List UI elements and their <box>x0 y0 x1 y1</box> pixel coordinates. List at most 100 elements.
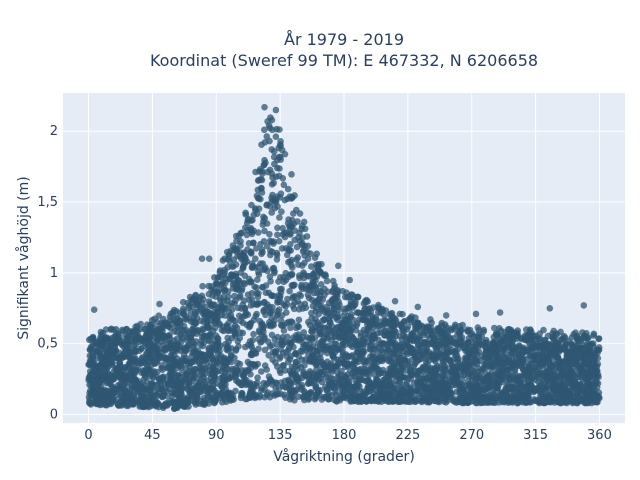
data-point <box>254 186 262 194</box>
data-point <box>595 389 603 397</box>
data-point <box>216 347 223 355</box>
data-point <box>204 394 212 401</box>
data-point <box>365 378 373 386</box>
data-point <box>266 273 274 281</box>
data-point <box>584 361 592 369</box>
data-point <box>272 133 280 140</box>
data-point <box>567 380 575 388</box>
data-point <box>184 399 191 407</box>
data-point <box>566 347 573 354</box>
data-point <box>299 334 307 341</box>
data-point <box>481 375 489 383</box>
data-point <box>295 393 302 401</box>
data-point <box>514 399 521 407</box>
data-point <box>281 233 289 241</box>
data-point <box>501 372 508 380</box>
data-point <box>217 297 224 305</box>
data-point <box>282 245 290 252</box>
data-point <box>578 351 586 359</box>
data-point <box>299 262 306 269</box>
data-point <box>102 338 109 346</box>
data-point <box>277 346 285 353</box>
data-point <box>250 316 258 324</box>
data-point <box>263 381 270 388</box>
data-point <box>300 394 308 401</box>
data-point <box>331 284 338 292</box>
data-point <box>258 141 265 148</box>
data-point <box>482 344 490 352</box>
data-point <box>411 393 419 401</box>
data-point <box>301 252 308 259</box>
data-point <box>138 335 146 343</box>
data-point <box>582 399 589 406</box>
data-point <box>357 394 364 402</box>
data-point <box>257 339 264 346</box>
data-point <box>220 271 228 279</box>
data-point <box>307 281 315 289</box>
data-point <box>161 354 168 361</box>
data-point <box>556 362 564 369</box>
data-point <box>269 174 276 181</box>
data-point <box>593 378 600 386</box>
data-point <box>278 322 286 330</box>
data-point <box>208 302 215 310</box>
data-point <box>283 300 291 308</box>
data-point <box>277 390 285 398</box>
data-point <box>305 294 313 302</box>
data-point <box>208 286 215 294</box>
data-point <box>160 334 167 342</box>
data-point <box>231 354 238 362</box>
data-point <box>554 340 562 348</box>
data-point <box>227 247 235 254</box>
data-point <box>501 398 509 406</box>
data-point <box>583 380 591 387</box>
data-point <box>278 285 285 293</box>
data-point <box>186 359 194 366</box>
data-point <box>253 192 261 200</box>
data-point <box>210 397 218 404</box>
data-point <box>595 335 602 343</box>
data-point <box>258 368 265 375</box>
data-point <box>261 126 268 134</box>
data-point <box>399 397 407 405</box>
data-point <box>150 392 158 400</box>
data-point <box>356 376 364 384</box>
data-point <box>365 308 372 315</box>
data-point <box>276 294 284 302</box>
data-point <box>248 343 255 351</box>
data-point <box>110 354 117 361</box>
data-point <box>411 321 419 329</box>
data-point <box>339 349 347 357</box>
data-point <box>590 343 597 350</box>
data-point <box>441 395 449 403</box>
data-point <box>255 327 263 334</box>
data-point <box>107 380 114 388</box>
data-point <box>551 368 558 375</box>
data-point <box>221 357 229 365</box>
data-point <box>381 317 389 325</box>
data-point <box>528 360 535 368</box>
data-point <box>221 286 229 294</box>
data-point <box>281 196 289 204</box>
data-point <box>111 396 119 404</box>
data-point <box>569 351 577 359</box>
data-point <box>295 306 303 313</box>
data-point <box>352 383 359 391</box>
data-point <box>234 359 241 367</box>
data-point <box>472 378 480 385</box>
data-point <box>302 304 310 312</box>
data-point <box>258 320 266 327</box>
data-point <box>118 340 125 347</box>
data-point <box>381 376 389 384</box>
data-point <box>440 339 447 346</box>
data-point <box>268 194 275 202</box>
chart-title-line-2: Koordinat (Sweref 99 TM): E 467332, N 62… <box>150 51 538 70</box>
data-point <box>85 399 93 407</box>
data-point <box>287 324 294 332</box>
data-point <box>330 384 338 392</box>
data-point <box>308 370 315 377</box>
data-point <box>212 332 220 339</box>
data-point <box>291 363 299 371</box>
data-point <box>360 312 367 319</box>
data-point <box>432 366 440 374</box>
